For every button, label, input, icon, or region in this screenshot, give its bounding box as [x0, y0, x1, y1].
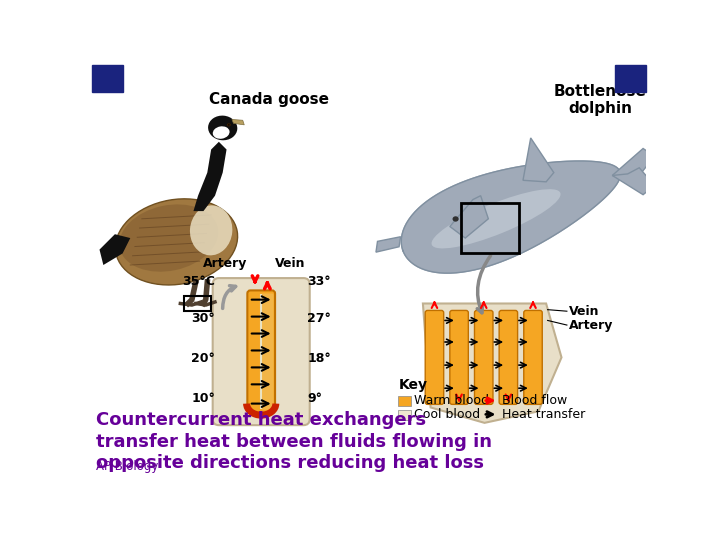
Text: Blood flow: Blood flow	[503, 394, 567, 407]
Text: Vein: Vein	[275, 258, 305, 271]
FancyBboxPatch shape	[450, 310, 468, 404]
Bar	[184, 296, 211, 311]
Polygon shape	[194, 142, 227, 211]
Text: 33°: 33°	[307, 275, 331, 288]
Ellipse shape	[431, 189, 561, 248]
Text: Heat transfer: Heat transfer	[503, 408, 585, 421]
Polygon shape	[376, 237, 400, 252]
FancyBboxPatch shape	[474, 310, 493, 404]
Polygon shape	[612, 148, 654, 179]
Bar	[398, 396, 410, 406]
Text: 27°: 27°	[307, 313, 331, 326]
Text: Canada goose: Canada goose	[209, 92, 329, 107]
Text: Warm blood: Warm blood	[414, 394, 489, 407]
Text: 35°C: 35°C	[182, 275, 215, 288]
Ellipse shape	[120, 205, 218, 272]
Polygon shape	[232, 119, 244, 125]
Text: Vein: Vein	[570, 305, 600, 318]
Ellipse shape	[228, 124, 230, 126]
Text: 10°: 10°	[191, 392, 215, 404]
FancyBboxPatch shape	[426, 310, 444, 404]
Text: 18°: 18°	[307, 353, 331, 366]
FancyBboxPatch shape	[248, 291, 275, 413]
Ellipse shape	[190, 205, 233, 255]
Text: AP Biology: AP Biology	[96, 460, 158, 473]
Text: Cool blood: Cool blood	[414, 408, 480, 421]
Polygon shape	[450, 195, 488, 238]
Text: Countercurrent heat exchangers
transfer heat between fluids flowing in
opposite : Countercurrent heat exchangers transfer …	[96, 411, 492, 472]
Text: 9°: 9°	[307, 392, 323, 404]
Text: Key: Key	[398, 378, 427, 392]
FancyBboxPatch shape	[499, 310, 518, 404]
Polygon shape	[401, 161, 621, 273]
Text: Artery: Artery	[570, 319, 613, 332]
Text: Bottlenose
dolphin: Bottlenose dolphin	[554, 84, 647, 117]
Text: 30°: 30°	[192, 313, 215, 326]
Bar	[398, 410, 410, 420]
Ellipse shape	[115, 199, 238, 285]
Polygon shape	[612, 168, 654, 195]
Polygon shape	[523, 138, 554, 182]
Bar	[616, 65, 647, 92]
Ellipse shape	[212, 126, 230, 139]
Ellipse shape	[227, 123, 231, 126]
Polygon shape	[423, 303, 562, 423]
FancyBboxPatch shape	[261, 294, 274, 410]
Bar	[92, 65, 122, 92]
FancyBboxPatch shape	[523, 310, 542, 404]
Bar	[462, 204, 519, 253]
Polygon shape	[99, 234, 130, 265]
FancyBboxPatch shape	[212, 278, 310, 425]
Ellipse shape	[208, 116, 238, 140]
Ellipse shape	[453, 217, 459, 221]
Text: 20°: 20°	[191, 353, 215, 366]
Text: Artery: Artery	[203, 258, 248, 271]
